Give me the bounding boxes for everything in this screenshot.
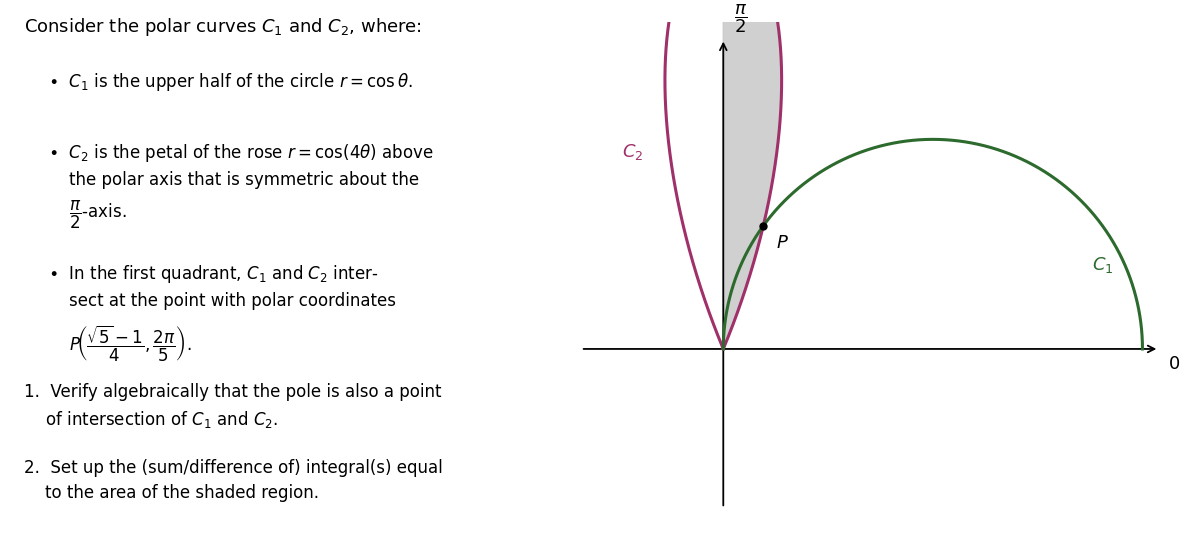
Text: $\bullet$  $C_2$ is the petal of the rose $r = \cos(4\theta)$ above
    the pola: $\bullet$ $C_2$ is the petal of the rose… (48, 142, 433, 231)
Text: $P$: $P$ (776, 234, 788, 252)
Text: $\dfrac{\pi}{2}$: $\dfrac{\pi}{2}$ (733, 2, 748, 34)
Polygon shape (724, 0, 781, 349)
Text: $\bullet$  In the first quadrant, $C_1$ and $C_2$ inter-
    sect at the point w: $\bullet$ In the first quadrant, $C_1$ a… (48, 263, 396, 364)
Text: 1.  Verify algebraically that the pole is also a point
    of intersection of $C: 1. Verify algebraically that the pole is… (24, 383, 442, 430)
Text: $\bullet$  $C_1$ is the upper half of the circle $r = \cos\theta$.: $\bullet$ $C_1$ is the upper half of the… (48, 71, 413, 93)
Text: $0$: $0$ (1168, 355, 1180, 373)
Text: 2.  Set up the (sum/difference of) integral(s) equal
    to the area of the shad: 2. Set up the (sum/difference of) integr… (24, 459, 443, 503)
Text: Consider the polar curves $C_1$ and $C_2$, where:: Consider the polar curves $C_1$ and $C_2… (24, 16, 422, 38)
Text: $C_2$: $C_2$ (623, 142, 643, 162)
Text: $C_1$: $C_1$ (1092, 255, 1114, 275)
